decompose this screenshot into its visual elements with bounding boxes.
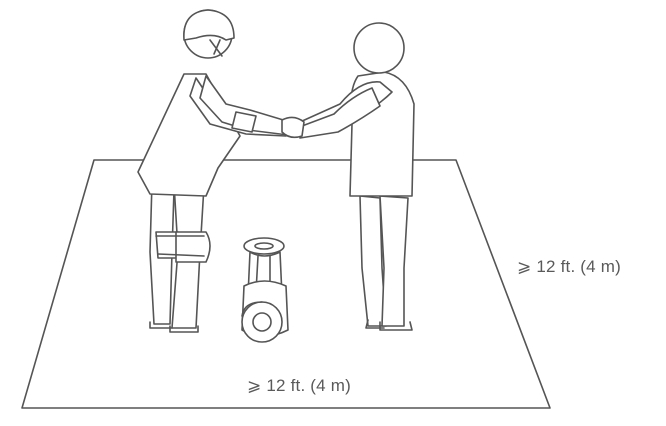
rider-figure [137, 9, 297, 333]
rider-back-shoe [149, 321, 173, 329]
rider-knee-pad-straps [155, 235, 205, 257]
scooter-icon [241, 237, 289, 343]
rider-torso [137, 73, 241, 197]
front-clearance-label: ⩾ 12 ft. (4 m) [247, 376, 351, 395]
helper-front-shoe [379, 321, 413, 331]
rider-elbow-pad [231, 111, 257, 133]
helmet-icon [183, 9, 235, 41]
side-clearance-label: ⩾ 12 ft. (4 m) [517, 257, 621, 276]
helper-back-shoe [365, 319, 385, 329]
clasped-hands [281, 116, 305, 139]
helper-figure [295, 22, 415, 331]
helper-front-leg [379, 195, 409, 327]
helper-far-arm [299, 87, 381, 139]
scooter-wheel [241, 301, 283, 343]
practice-area-floor [21, 159, 551, 409]
helper-head [353, 22, 405, 74]
scooter-handlebar-grip [254, 242, 274, 250]
scooter-handlebar [243, 237, 285, 255]
scooter-wheel-hub [252, 312, 272, 332]
rider-front-shoe [169, 325, 199, 333]
scooter-fender [241, 301, 263, 317]
helmet-strap [209, 39, 223, 57]
